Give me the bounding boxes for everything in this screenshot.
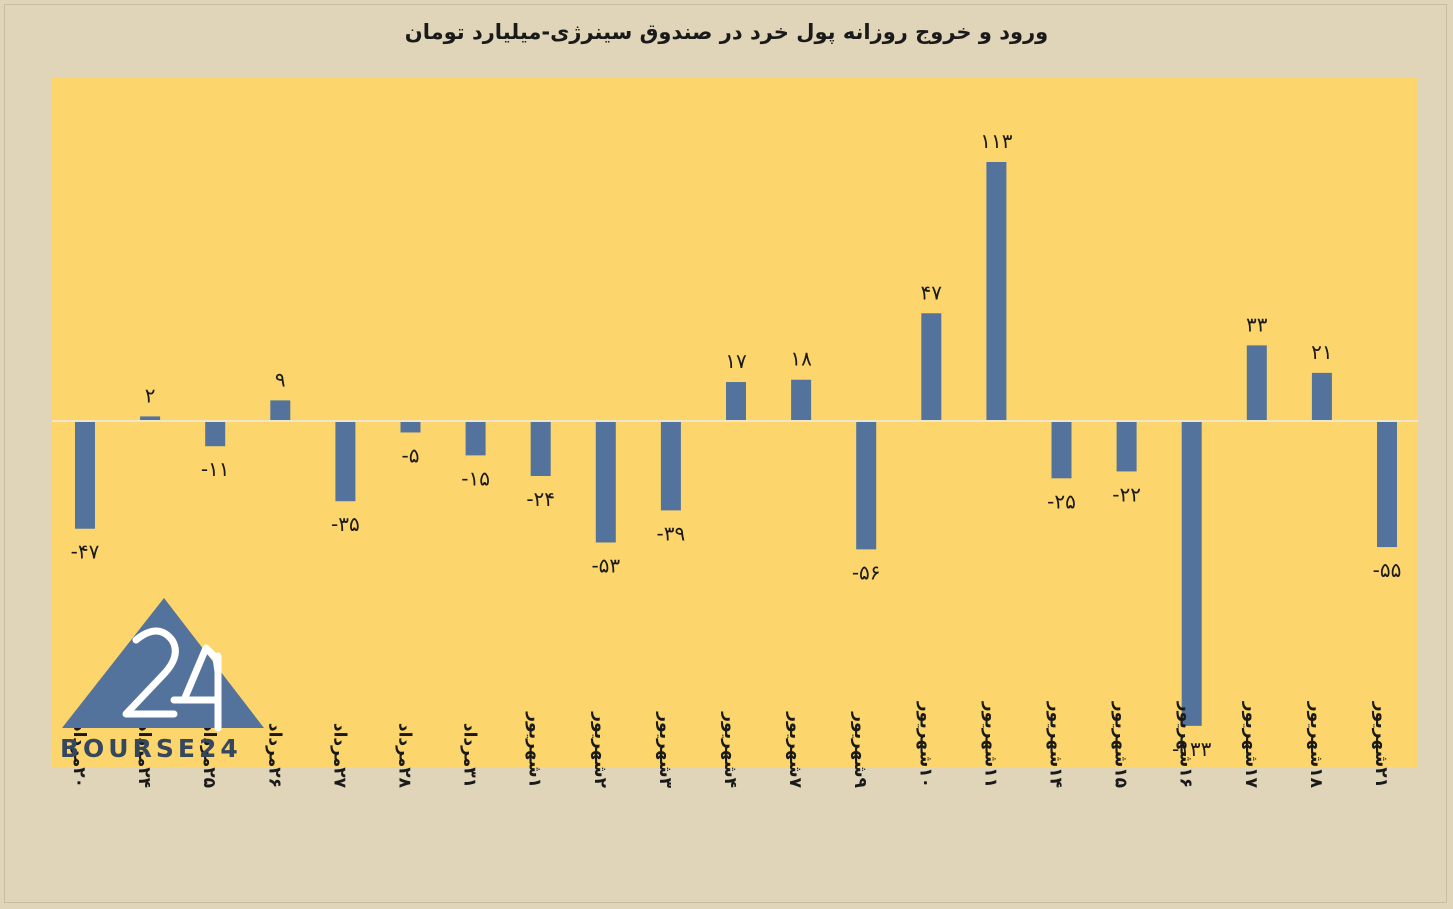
bourse24-logo-icon xyxy=(62,598,264,732)
data-label: -۲۵ xyxy=(1047,489,1076,513)
x-tick-label: ۳شهریور xyxy=(655,711,675,788)
data-label: -۵۵ xyxy=(1373,558,1402,582)
bar xyxy=(986,162,1007,421)
x-tick-label: ۴شهریور xyxy=(720,711,740,788)
data-label: ۲۱ xyxy=(1311,340,1332,364)
x-tick-label: ۱۸شهریور xyxy=(1306,701,1326,789)
x-tick-label: ۲۸مرداد xyxy=(395,723,415,789)
data-label: ۱۷ xyxy=(725,349,747,373)
data-label: ۳۳ xyxy=(1246,312,1268,336)
x-tick-label: ۱۰شهریور xyxy=(915,701,935,788)
bar xyxy=(856,421,877,550)
bar xyxy=(530,421,551,477)
bar xyxy=(140,416,161,421)
x-tick-label: ۱شهریور xyxy=(525,711,545,788)
data-label: ۱۱۳ xyxy=(980,129,1012,153)
bar xyxy=(400,421,421,433)
x-tick-label: ۲۶مرداد xyxy=(264,723,284,788)
data-label: -۳۵ xyxy=(331,512,360,536)
bar xyxy=(921,313,942,421)
x-tick-label: ۱۵شهریور xyxy=(1111,701,1131,788)
bar xyxy=(1116,421,1137,472)
data-label: -۲۴ xyxy=(526,487,555,511)
bar xyxy=(205,421,226,447)
data-label: -۲۲ xyxy=(1112,482,1141,506)
x-tick-label: ۳۱مرداد xyxy=(460,723,480,788)
bar xyxy=(791,379,812,421)
bar xyxy=(1051,421,1072,479)
data-label: -۳۹ xyxy=(657,521,686,545)
bar xyxy=(335,421,356,502)
logo-wordmark: BOURSE24 xyxy=(60,734,242,763)
bar xyxy=(1311,372,1332,421)
x-tick-label: ۲شهریور xyxy=(590,711,610,788)
data-label: -۱۵ xyxy=(461,466,490,490)
data-label: -۵۶ xyxy=(852,560,881,584)
x-tick-label: ۹شهریور xyxy=(850,711,870,788)
x-tick-label: ۷شهریور xyxy=(785,711,805,788)
x-tick-label: ۱۴شهریور xyxy=(1046,701,1066,788)
data-label: ۴۷ xyxy=(921,280,943,304)
bar xyxy=(1181,421,1202,726)
data-label: ۱۸ xyxy=(790,347,812,371)
x-tick-label: ۲۱شهریور xyxy=(1371,701,1391,788)
bar xyxy=(660,421,681,511)
bars-layer xyxy=(75,162,1397,726)
bar xyxy=(1377,421,1397,548)
x-tick-label: ۱۶شهریور xyxy=(1176,701,1196,788)
bar xyxy=(1246,345,1267,421)
data-label: -۴۷ xyxy=(71,540,100,564)
bar xyxy=(270,400,291,421)
data-label: ۹ xyxy=(275,367,286,391)
bar xyxy=(726,382,746,421)
chart-title: ورود و خروج روزانه پول خرد در صندوق سینر… xyxy=(404,20,1049,44)
x-tick-label: ۱۷شهریور xyxy=(1241,701,1261,789)
bar xyxy=(595,421,616,543)
x-tick-label: ۲۰مرداد xyxy=(69,723,89,788)
chart-frame xyxy=(4,4,1447,903)
x-tick-label: ۱۱شهریور xyxy=(980,701,1000,788)
bar xyxy=(465,421,486,456)
data-label: -۱۱ xyxy=(201,457,230,481)
x-tick-label: ۲۵مرداد xyxy=(199,723,219,788)
x-tick-labels-layer: ۲۰مرداد ۲۴مرداد ۲۵مرداد ۲۶مرداد ۲۷مرداد ۲۸مرد… xyxy=(69,701,1391,789)
data-label: -۱۳۳ xyxy=(1172,737,1212,761)
data-labels-layer: -۴۷ ۲ -۱۱ ۹ -۳۵ -۵ -۱۵ -۲۴ -۵۳ -۳۹ ۱۷ ۱۸ -۵۶ ۴۷ ۱۱۳ -۲۵… xyxy=(71,129,1402,761)
bar xyxy=(75,421,95,529)
x-tick-label: ۲۷مرداد xyxy=(329,723,349,789)
data-label: ۲ xyxy=(145,383,156,407)
data-label: -۵۳ xyxy=(591,553,620,577)
x-tick-label: ۲۴مرداد xyxy=(134,723,154,788)
data-label: -۵ xyxy=(402,443,420,467)
